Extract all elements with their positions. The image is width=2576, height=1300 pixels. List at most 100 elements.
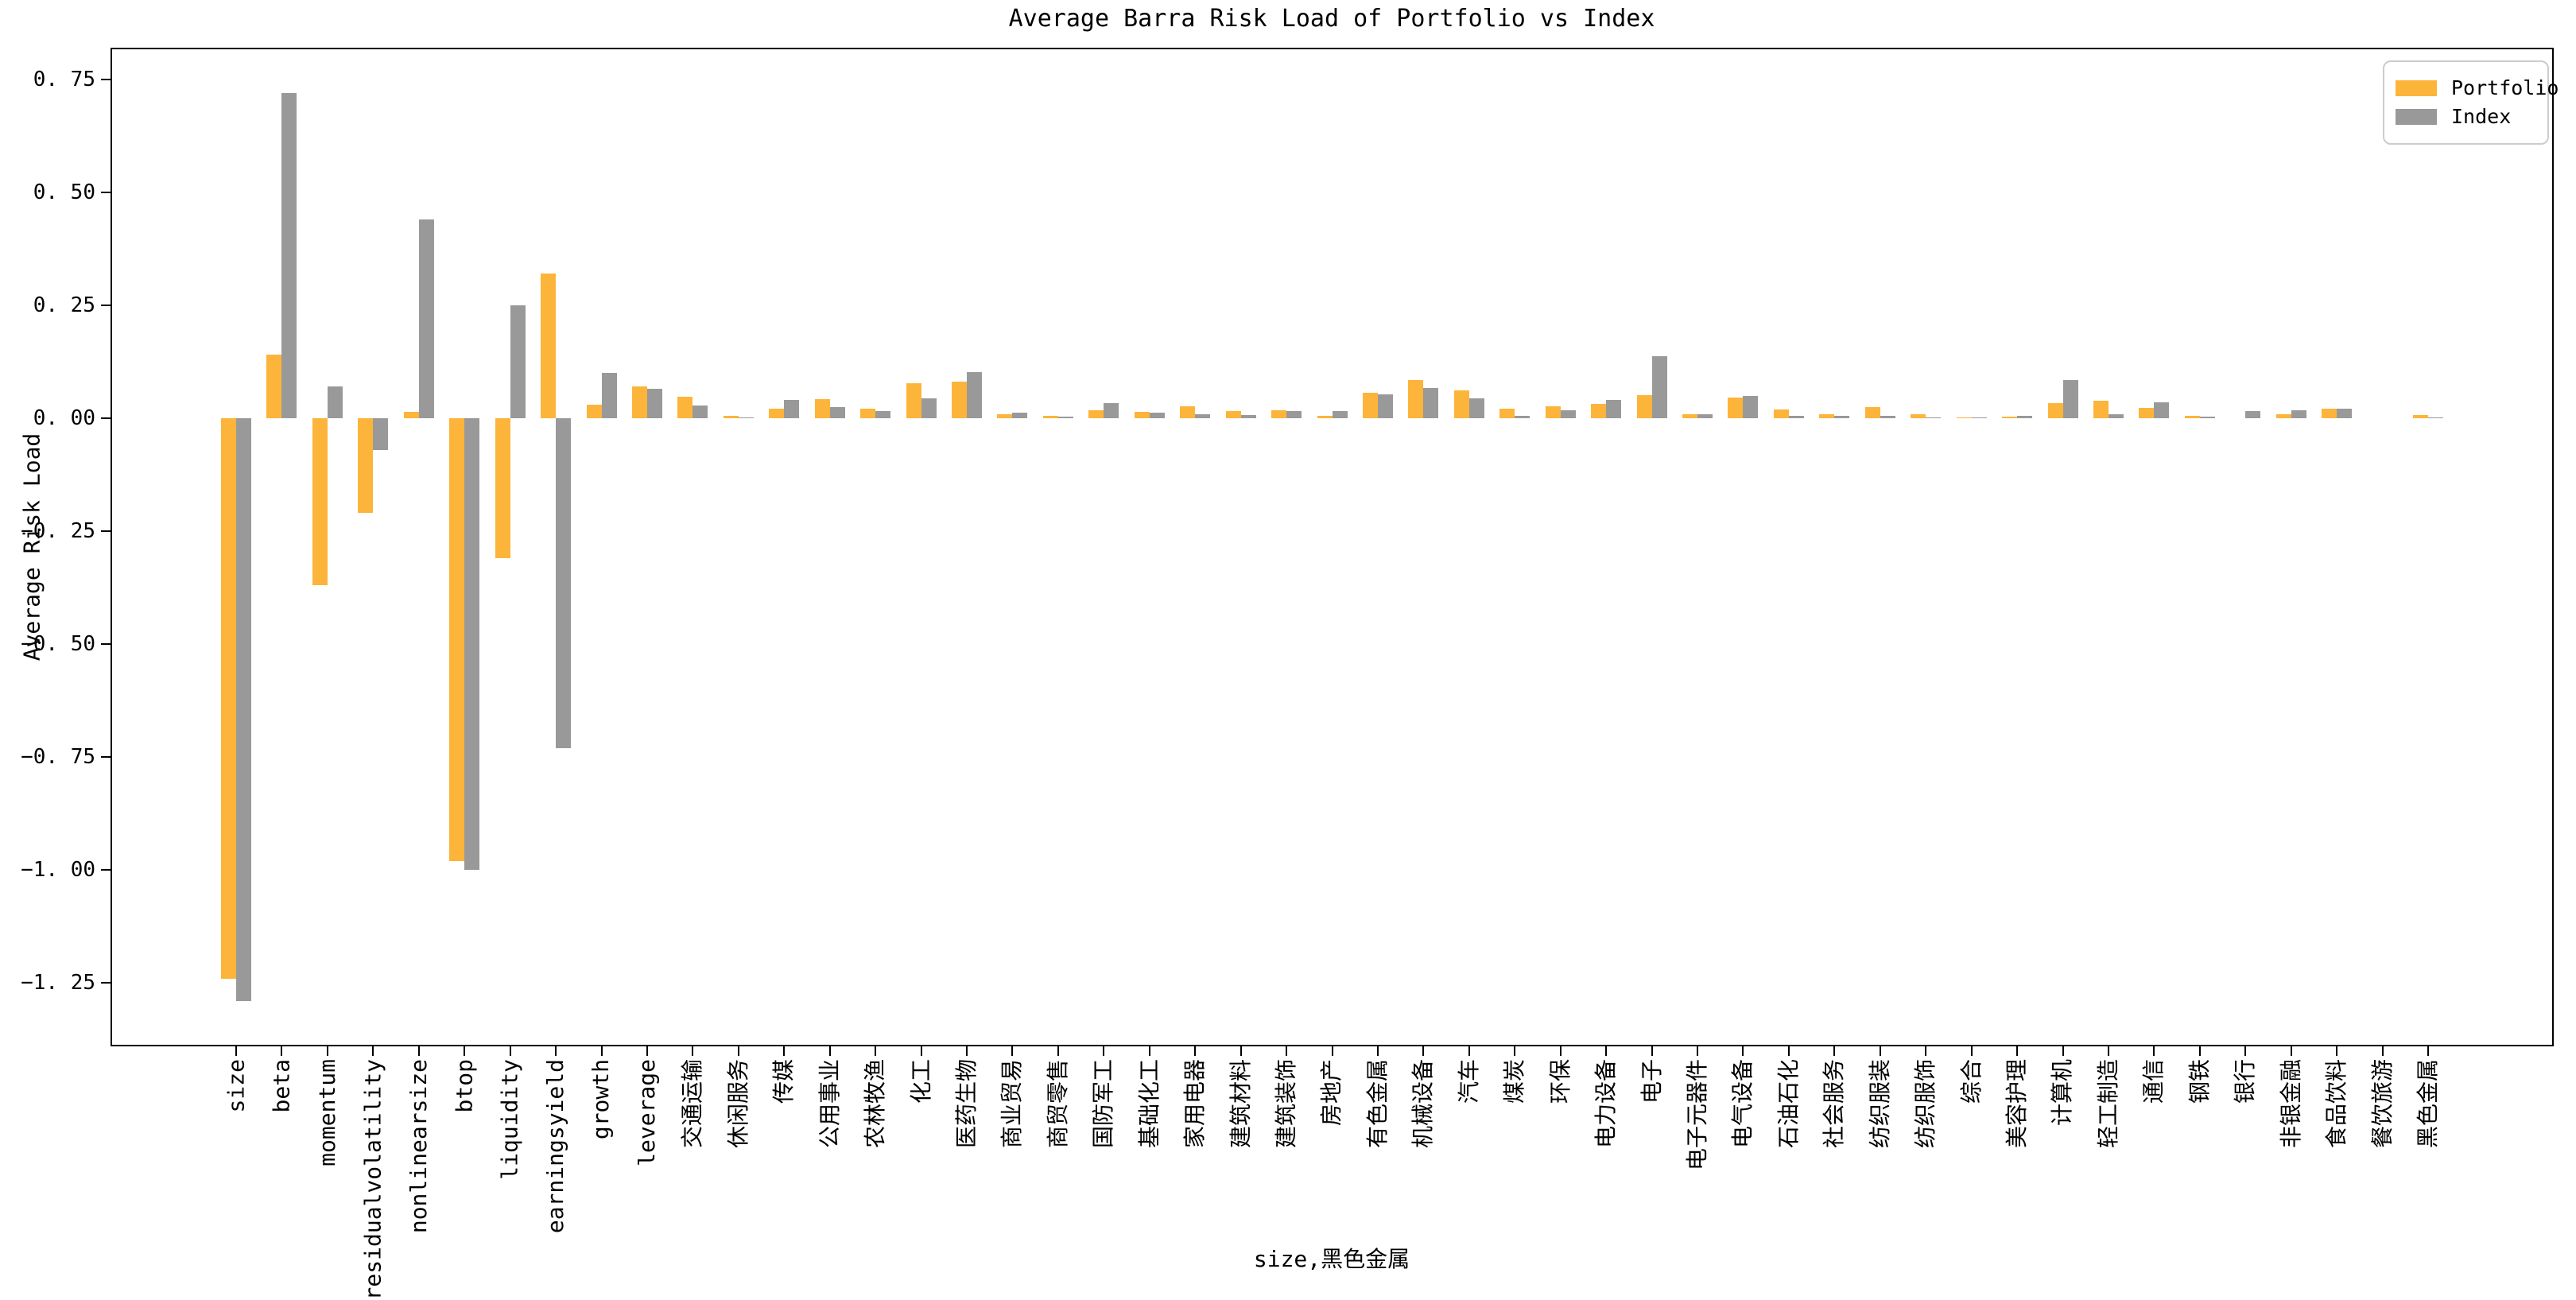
x-tick (281, 1046, 283, 1056)
bar-index (1651, 356, 1667, 419)
bar-portfolio (1225, 410, 1241, 418)
bar-portfolio (769, 408, 785, 419)
bar-portfolio (1911, 414, 1926, 418)
x-tick-label: 电子 (1638, 1059, 1665, 1104)
bar-index (2017, 416, 2033, 418)
x-tick (555, 1046, 557, 1056)
x-tick-label: 通信 (2140, 1059, 2167, 1104)
x-tick-label: liquidity (496, 1059, 523, 1180)
x-tick-label: beta (268, 1059, 295, 1113)
y-tick (101, 304, 111, 306)
bar-portfolio (1271, 409, 1287, 419)
bar-index (1515, 415, 1530, 419)
bar-index (1606, 399, 1622, 419)
x-tick (372, 1046, 374, 1056)
x-tick (2381, 1046, 2384, 1056)
bar-index (2291, 410, 2306, 419)
bar-portfolio (2002, 416, 2018, 419)
x-tick-label: 国防军工 (1090, 1059, 1117, 1149)
bar-portfolio (586, 404, 602, 419)
x-tick-label: 银行 (2232, 1059, 2259, 1104)
bar-index (236, 418, 251, 1002)
x-tick-label: 交通运输 (679, 1059, 706, 1149)
x-tick (2290, 1046, 2292, 1056)
x-tick (1194, 1046, 1197, 1056)
bar-portfolio (403, 411, 419, 419)
bar-index (1332, 410, 1348, 418)
bar-portfolio (1773, 409, 1789, 419)
bar-index (510, 305, 526, 419)
x-tick (1879, 1046, 1881, 1056)
x-tick-label: 化工 (907, 1059, 934, 1104)
y-tick-label: 0. 75 (33, 67, 95, 91)
x-tick (1605, 1046, 1608, 1056)
bar-index (646, 389, 662, 419)
x-tick (509, 1046, 511, 1056)
bar-index (1926, 417, 1942, 418)
x-tick-label: 计算机 (2049, 1059, 2076, 1127)
bar-index (2199, 417, 2215, 419)
bar-portfolio (906, 383, 921, 419)
x-tick-label: 综合 (1957, 1059, 1984, 1104)
bar-index (1195, 413, 1211, 419)
x-tick-label: 石油石化 (1775, 1059, 1802, 1149)
x-tick (1331, 1046, 1333, 1056)
bar-portfolio (221, 418, 236, 979)
bar-portfolio (997, 413, 1013, 419)
x-tick (1559, 1046, 1562, 1056)
x-tick (326, 1046, 328, 1056)
x-tick-label: 环保 (1546, 1059, 1573, 1104)
y-axis-title: Average Risk Load (18, 433, 45, 662)
bar-portfolio (449, 418, 465, 861)
bar-portfolio (1499, 408, 1515, 419)
y-tick (101, 643, 111, 646)
x-tick (737, 1046, 739, 1056)
x-tick-label: 传媒 (770, 1059, 797, 1104)
plot-area (111, 48, 2554, 1046)
x-tick-label: 煤炭 (1501, 1059, 1528, 1104)
bar-portfolio (1819, 413, 1835, 419)
bar-index (1104, 402, 1119, 419)
bar-portfolio (723, 416, 739, 418)
bar-portfolio (2184, 415, 2200, 419)
x-tick (1103, 1046, 1105, 1056)
x-tick-label: earningsyield (542, 1059, 569, 1234)
bar-index (2428, 417, 2443, 418)
bar-index (601, 373, 617, 419)
y-tick (101, 869, 111, 871)
x-tick-label: 公用事业 (816, 1059, 843, 1149)
x-tick (783, 1046, 786, 1056)
bar-index (327, 386, 343, 419)
y-tick (101, 78, 111, 80)
x-tick-label: 纺织服装 (1866, 1059, 1893, 1149)
x-tick (2427, 1046, 2429, 1056)
bar-portfolio (2322, 409, 2337, 418)
bar-index (1468, 398, 1484, 419)
bar-portfolio (677, 396, 693, 418)
x-tick-label: 商贸零售 (1044, 1059, 1071, 1149)
x-tick (2244, 1046, 2247, 1056)
x-tick (1742, 1046, 1744, 1056)
x-tick (646, 1046, 648, 1056)
bar-portfolio (2139, 407, 2155, 419)
x-tick (1787, 1046, 1790, 1056)
y-tick-label: −1. 25 (21, 971, 95, 995)
x-tick-label: 电力设备 (1593, 1059, 1620, 1149)
x-tick (1376, 1046, 1379, 1056)
x-tick (1970, 1046, 1973, 1056)
y-tick-label: 0. 00 (33, 406, 95, 431)
bar-portfolio (1088, 410, 1104, 419)
x-tick-label: nonlinearsize (405, 1059, 432, 1234)
x-tick (1286, 1046, 1288, 1056)
y-tick-label: 0. 25 (33, 293, 95, 317)
bar-portfolio (2047, 402, 2063, 419)
x-tick (464, 1046, 466, 1056)
y-tick-label: −1. 00 (21, 858, 95, 883)
legend-label-portfolio: Portfolio (2451, 76, 2559, 99)
x-tick-label: 商业贸易 (999, 1059, 1026, 1149)
bar-index (1743, 396, 1759, 419)
bar-index (2108, 413, 2124, 419)
x-tick (1514, 1046, 1516, 1056)
x-tick (1422, 1046, 1425, 1056)
